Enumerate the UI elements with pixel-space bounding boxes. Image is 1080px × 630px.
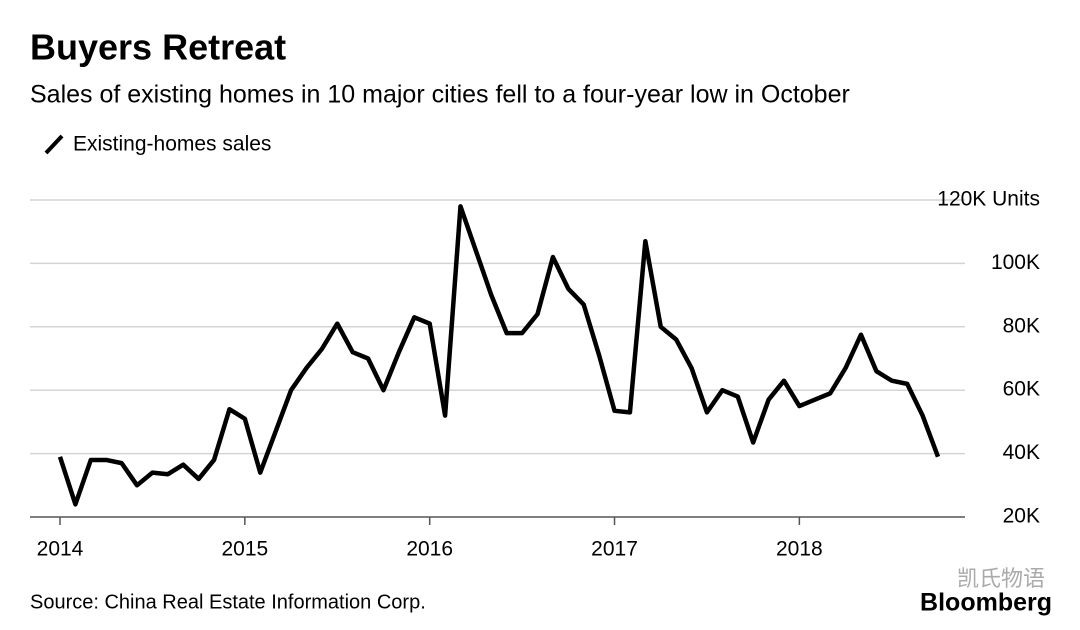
x-tick-label: 2017 [591, 538, 638, 561]
x-tick-label: 2015 [221, 538, 268, 561]
brand: Bloomberg [920, 589, 1052, 617]
chart-title: Buyers Retreat [30, 27, 286, 68]
source: Source: China Real Estate Information Co… [30, 591, 426, 613]
legend-label: Existing-homes sales [73, 133, 271, 156]
x-tick-label: 2014 [37, 538, 84, 561]
y-tick-label: 20K [1003, 505, 1040, 528]
legend-swatch [44, 134, 64, 155]
y-tick-label: 40K [1003, 441, 1040, 464]
chart-subtitle: Sales of existing homes in 10 major citi… [30, 81, 850, 109]
y-tick-label: 80K [1003, 314, 1040, 337]
x-tick-label: 2016 [406, 538, 453, 561]
watermark: 凯氏物语 [957, 566, 1045, 591]
y-tick-label: 120K Units [937, 188, 1040, 211]
y-tick-label: 100K [991, 251, 1040, 274]
series-line [57, 204, 941, 507]
x-tick-label: 2018 [776, 538, 823, 561]
y-tick-label: 60K [1003, 378, 1040, 401]
